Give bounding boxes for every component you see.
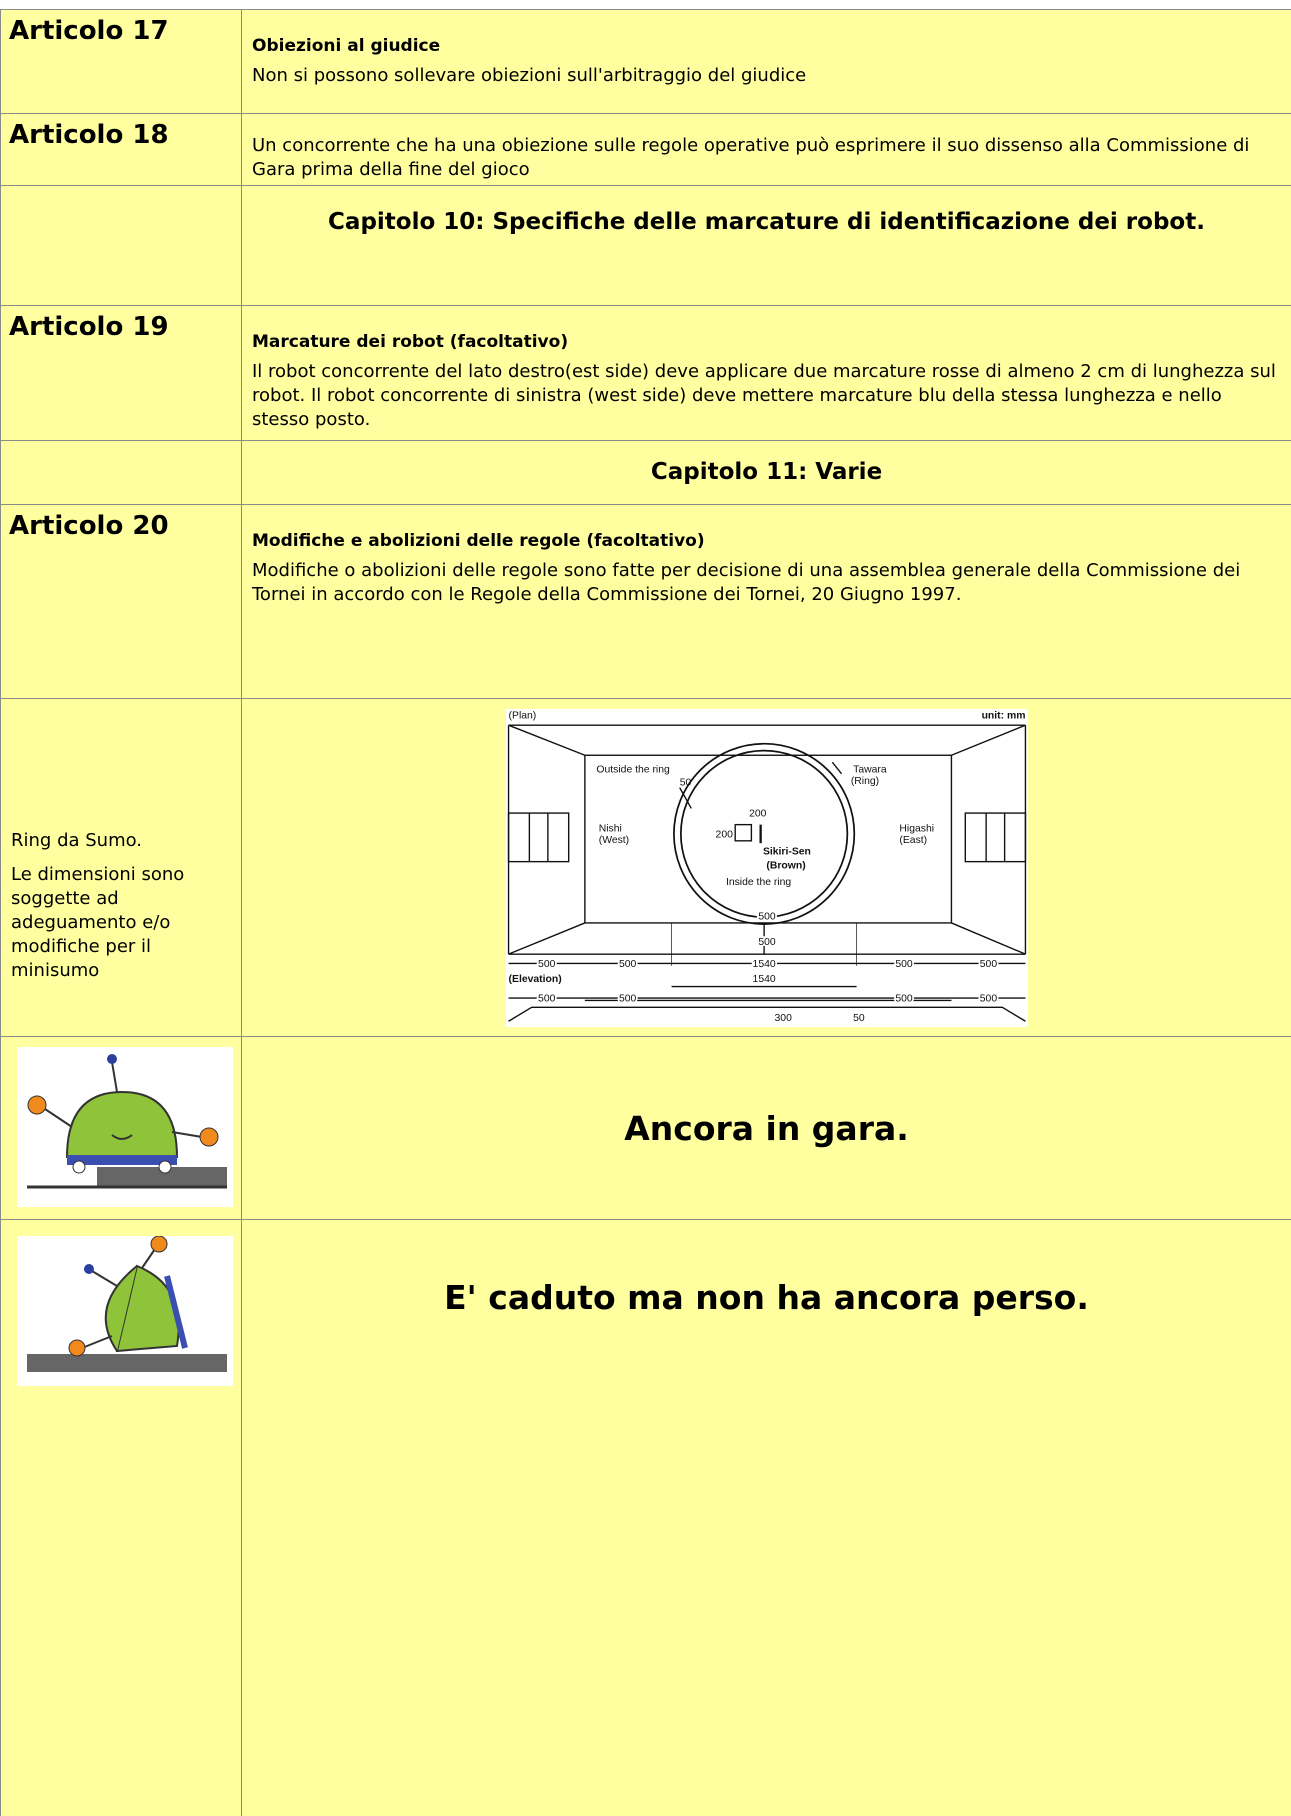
diagram-label: (Elevation): [509, 974, 562, 985]
diagram-label: (Ring): [851, 776, 879, 787]
diagram-label: 500: [619, 959, 637, 970]
article-label: Articolo 17: [0, 9, 242, 113]
caption: E' caduto ma non ha ancora perso.: [241, 1219, 1291, 1816]
article-text: Non si possono sollevare obiezioni sull'…: [252, 65, 807, 86]
diagram-label: (Brown): [766, 861, 805, 872]
diagram-cell: (Plan) unit: mm Outside the ring Tawara …: [241, 698, 1291, 1036]
diagram-label: Nishi: [599, 824, 622, 835]
diagram-label: 500: [538, 959, 556, 970]
diagram-label: 300: [775, 1013, 793, 1024]
diagram-label: 50: [853, 1013, 865, 1024]
diagram-label: Higashi: [899, 824, 934, 835]
ring-diagram: (Plan) unit: mm Outside the ring Tawara …: [506, 709, 1028, 1027]
article-body: Obiezioni al giudice Non si possono soll…: [241, 9, 1291, 113]
chapter-heading: Capitolo 10: Specifiche delle marcature …: [241, 185, 1291, 305]
article-label: Articolo 20: [0, 504, 242, 698]
diagram-label: 1540: [753, 974, 776, 985]
article-title: Obiezioni al giudice: [252, 36, 441, 56]
image-cell: [0, 1219, 242, 1816]
article-body: Modifiche e abolizioni delle regole (fac…: [241, 504, 1291, 698]
article-text: Modifiche o abolizioni delle regole sono…: [252, 560, 1241, 605]
notes-cell: Ring da Sumo. Le dimensioni sono soggett…: [0, 698, 242, 1036]
diagram-label: 500: [895, 959, 913, 970]
chapter-heading: Capitolo 11: Varie: [241, 440, 1291, 504]
note: Le dimensioni sono soggette ad adeguamen…: [11, 864, 185, 981]
diagram-label: (West): [599, 835, 629, 846]
note: Ring da Sumo.: [11, 830, 143, 851]
diagram-label: 500: [538, 994, 556, 1005]
article-label: Articolo 19: [0, 305, 242, 440]
diagram-label: 500: [758, 911, 776, 922]
diagram-label: Tawara: [853, 765, 887, 776]
article-text: Il robot concorrente del lato destro(est…: [252, 361, 1276, 430]
diagram-label: 500: [619, 994, 637, 1005]
robot-image: [17, 1236, 233, 1386]
diagram-label: (East): [899, 835, 927, 846]
robot-image: [17, 1047, 233, 1207]
diagram-label: 500: [980, 994, 998, 1005]
diagram-label: unit: mm: [982, 710, 1026, 721]
image-cell: [0, 1036, 242, 1219]
diagram-label: 1540: [753, 959, 776, 970]
diagram-label: (Plan): [509, 710, 537, 721]
article-text: Un concorrente che ha una obiezione sull…: [252, 135, 1250, 180]
article-body: Un concorrente che ha una obiezione sull…: [241, 113, 1291, 185]
diagram-label: 200: [716, 829, 734, 840]
diagram-label: 50: [680, 777, 692, 788]
caption: Ancora in gara.: [241, 1036, 1291, 1219]
article-title: Marcature dei robot (facoltativo): [252, 332, 569, 352]
diagram-label: 500: [895, 994, 913, 1005]
diagram-label: Outside the ring: [596, 765, 670, 776]
article-label: Articolo 18: [0, 113, 242, 185]
empty-cell: [0, 440, 242, 504]
diagram-label: 200: [749, 809, 767, 820]
diagram-label: Sikiri-Sen: [763, 847, 811, 858]
article-title: Modifiche e abolizioni delle regole (fac…: [252, 531, 705, 551]
article-body: Marcature dei robot (facoltativo) Il rob…: [241, 305, 1291, 440]
diagram-label: Inside the ring: [726, 877, 791, 888]
diagram-label: 500: [980, 959, 998, 970]
empty-cell: [0, 185, 242, 305]
diagram-label: 500: [758, 937, 776, 948]
